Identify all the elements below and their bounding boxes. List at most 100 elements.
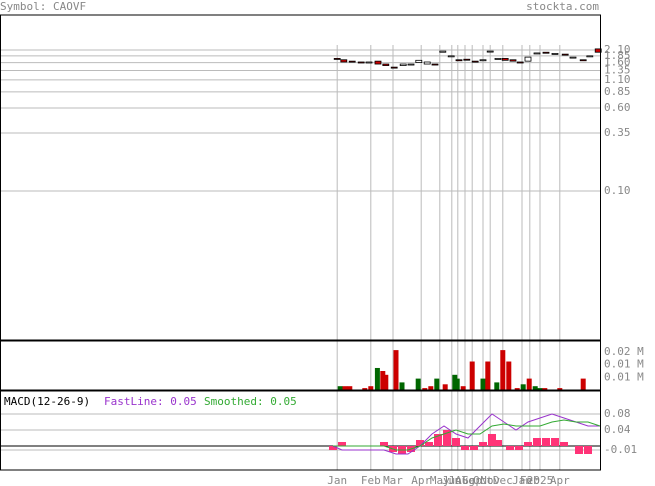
histogram-bar [479, 442, 487, 446]
legend-entry: Smoothed: 0.05 [204, 395, 297, 408]
x-tick-label: May [430, 474, 450, 486]
histogram-bar [452, 438, 460, 446]
histogram-bar [434, 434, 442, 446]
y-tick-label: 1.10 [604, 73, 631, 86]
histogram-bar [461, 446, 469, 450]
candle [501, 58, 509, 61]
histogram-bar [425, 442, 433, 446]
candle [533, 52, 541, 55]
y-tick-label: 1.85 [604, 49, 631, 62]
y-tick-label: 0.02 M [604, 345, 644, 358]
volume-bar [514, 388, 520, 390]
candle [348, 60, 356, 63]
y-tick-label: 0.01 M [604, 358, 644, 371]
candle [390, 66, 398, 69]
volume-bar [428, 386, 434, 390]
candle [479, 59, 487, 62]
histogram-bar [338, 442, 346, 446]
x-tick-label: Oct [473, 474, 493, 486]
volume-bar [526, 378, 532, 390]
candle [447, 55, 455, 58]
histogram-bar [488, 434, 496, 446]
volume-bar [422, 388, 428, 390]
panel-frame [0, 340, 601, 391]
y-tick-label: -0.01 [604, 443, 637, 456]
candle [524, 56, 532, 62]
candle [494, 58, 502, 60]
histogram-bar [551, 438, 559, 446]
volume-bar [485, 361, 491, 390]
histogram-bar [515, 446, 523, 450]
volume-bar [399, 382, 405, 390]
candle [415, 59, 423, 63]
volume-bar [500, 350, 506, 390]
histogram-bar [470, 446, 478, 450]
volume-bar [362, 388, 368, 390]
y-tick-label: 0.60 [604, 101, 631, 114]
candle [509, 59, 517, 62]
candle [486, 50, 494, 53]
x-tick-label: Feb [520, 474, 540, 486]
histogram-bar [416, 440, 424, 446]
panel-frame [0, 390, 601, 471]
candle [439, 50, 447, 53]
y-tick-label: 0.04 [604, 423, 631, 436]
candle [542, 51, 550, 54]
symbol: Symbol: CAOVF [0, 0, 86, 13]
x-tick-label: Sep [462, 474, 482, 486]
candle [579, 59, 587, 62]
volume-bar [368, 386, 374, 390]
volume-bar [383, 374, 389, 390]
volume-bar [342, 386, 348, 390]
histogram-bar [560, 442, 568, 446]
macd-title: MACD(12-26-9) [4, 395, 90, 408]
volume-bar [480, 378, 486, 390]
histogram-bar [524, 442, 532, 446]
histogram-bar [380, 442, 388, 446]
volume-bar [557, 388, 563, 390]
candle [463, 58, 471, 61]
x-tick-label: 2025 [527, 474, 554, 486]
candle [357, 61, 365, 64]
candle [561, 53, 569, 56]
candle [516, 61, 524, 64]
macd-line [332, 413, 600, 455]
x-tick-label: Jun [442, 474, 462, 486]
candle [374, 60, 382, 65]
volume-bar [532, 386, 538, 390]
histogram-bar [329, 446, 337, 450]
volume-bar [460, 386, 466, 390]
candle [594, 48, 602, 53]
x-tick-label: Aug [455, 474, 475, 486]
volume-bar [337, 386, 343, 390]
y-tick-label: 1.35 [604, 63, 631, 76]
x-tick-label: Mar [383, 474, 403, 486]
candle [423, 61, 431, 65]
y-tick-label: 0.01 M [604, 370, 644, 383]
candle [471, 60, 479, 63]
candle [586, 55, 594, 58]
volume-bar [434, 378, 440, 390]
x-tick-label: Feb [361, 474, 381, 486]
x-tick-label: Apr [550, 474, 570, 486]
volume-bar [537, 388, 543, 390]
y-tick-label: 0.85 [604, 85, 631, 98]
histogram-bar [443, 430, 451, 446]
x-tick-label: Dec [493, 474, 513, 486]
candle [399, 63, 407, 66]
histogram-bar [506, 446, 514, 450]
volume-bar [494, 382, 500, 390]
candle [365, 61, 373, 64]
volume-bar [393, 350, 399, 390]
volume-bar [469, 361, 475, 390]
candle [407, 63, 415, 66]
candle [431, 63, 439, 66]
x-tick-label: Apr [411, 474, 431, 486]
candle [340, 59, 348, 63]
legend-entry: FastLine: 0.05 [104, 395, 197, 408]
candle [551, 53, 559, 55]
candle [455, 59, 463, 62]
y-tick-label: 1.60 [604, 56, 631, 69]
x-tick-label: Jan [327, 474, 347, 486]
